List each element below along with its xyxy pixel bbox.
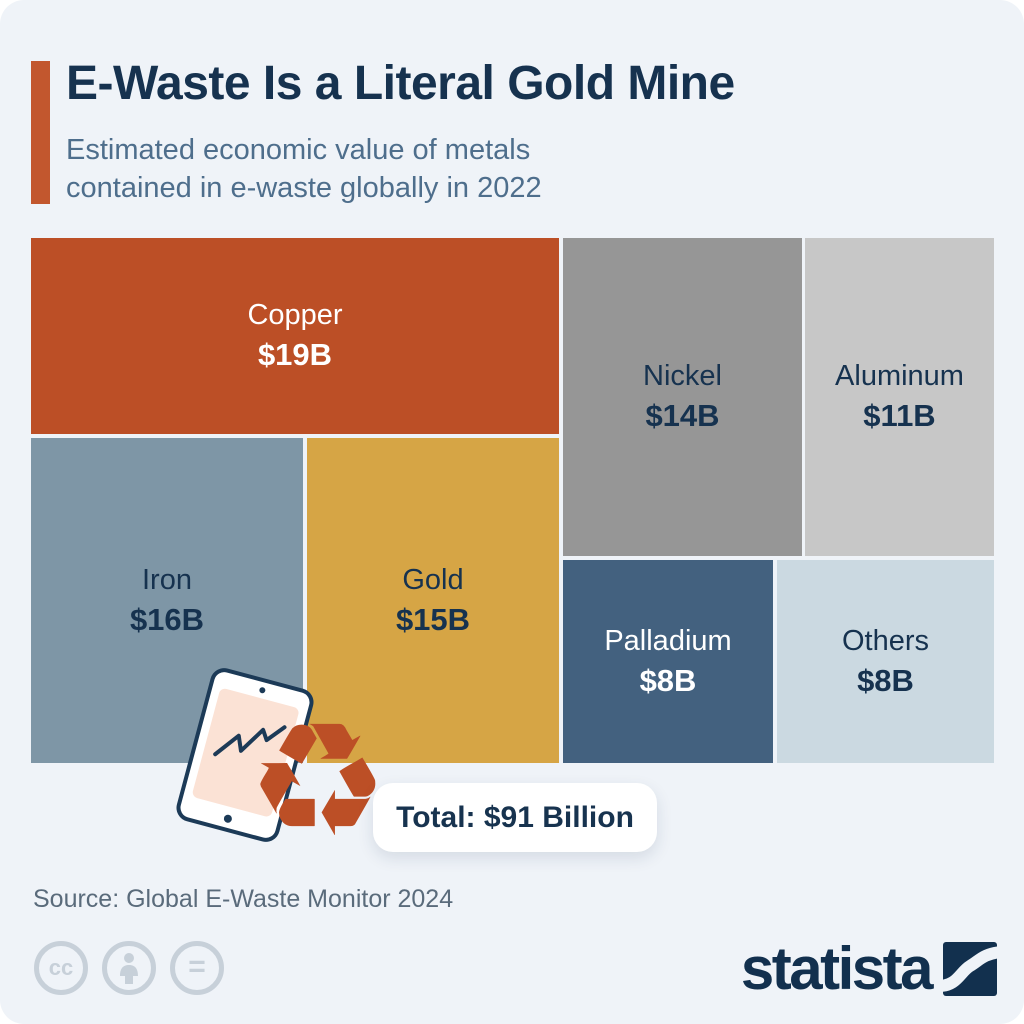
tile-value: $15B <box>395 601 471 637</box>
treemap-chart: Copper $19B Iron $16B Gold $15B Nickel $… <box>31 238 994 763</box>
treemap-tile-aluminum: Aluminum $11B <box>805 238 994 556</box>
tile-label: Copper <box>247 299 343 331</box>
tile-value: $14B <box>645 398 720 433</box>
total-badge: Total: $91 Billion <box>373 783 657 852</box>
page-title: E-Waste Is a Literal Gold Mine <box>66 57 735 110</box>
source-note: Source: Global E-Waste Monitor 2024 <box>33 885 454 913</box>
tile-label: Nickel <box>643 360 722 392</box>
tile-label: Palladium <box>604 624 732 657</box>
tile-label: Aluminum <box>835 360 964 392</box>
tile-value: $8B <box>857 662 914 698</box>
treemap-tile-gold: Gold $15B <box>307 438 559 763</box>
cc-icon-text: cc <box>48 955 74 980</box>
statista-logo: statista <box>741 934 997 1003</box>
statista-wordmark: statista <box>740 935 934 1002</box>
broken-tablet-illustration <box>173 664 317 846</box>
accent-bar <box>31 61 50 204</box>
cc-license-icon: cc <box>34 941 88 995</box>
tile-value: $8B <box>639 662 697 698</box>
treemap-tile-others: Others $8B <box>777 560 994 763</box>
statista-logo-mark <box>943 941 997 996</box>
cc-equals-icon: = <box>170 941 224 995</box>
creative-commons-icons: cc = <box>34 941 224 995</box>
subtitle-line-2: contained in e-waste globally in 2022 <box>66 172 542 204</box>
tile-label: Gold <box>402 563 464 596</box>
person-icon <box>120 953 138 984</box>
cc-attribution-icon <box>102 941 156 995</box>
page-subtitle: Estimated economic value of metals conta… <box>66 131 542 207</box>
subtitle-line-1: Estimated economic value of metals <box>66 134 531 166</box>
tablet-screen <box>191 687 300 818</box>
tile-value: $11B <box>863 398 936 433</box>
tile-label: Others <box>841 624 930 657</box>
tablet-home-button-dot <box>223 813 233 824</box>
tile-value: $16B <box>129 601 205 637</box>
recycle-icon: ♻ <box>247 689 389 873</box>
treemap-tile-nickel: Nickel $14B <box>563 238 802 556</box>
screen-crack-line <box>213 725 287 757</box>
tile-label: Iron <box>142 563 192 596</box>
treemap-tile-iron: Iron $16B <box>31 438 303 763</box>
treemap-tile-copper: Copper $19B <box>31 238 559 434</box>
equals-icon-text: = <box>188 949 206 983</box>
tile-value: $19B <box>257 337 333 372</box>
total-badge-label: Total: $91 Billion <box>396 800 634 834</box>
treemap-tile-palladium: Palladium $8B <box>563 560 773 763</box>
